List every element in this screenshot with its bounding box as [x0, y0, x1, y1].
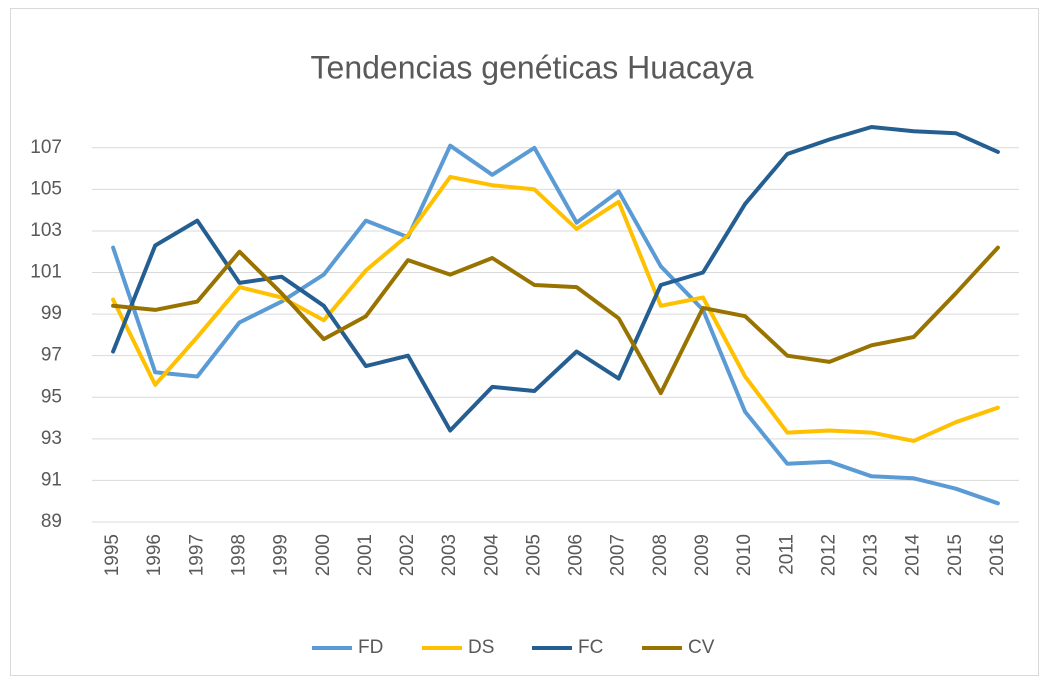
line-series: [111, 245, 1000, 396]
x-tick-label: 1996: [144, 534, 165, 576]
y-tick-label: 103: [30, 220, 62, 241]
line-series: [111, 143, 1000, 506]
y-tick-label: 101: [30, 262, 62, 283]
x-tick-label: 2005: [523, 534, 544, 576]
x-tick-label: 2001: [355, 534, 376, 576]
x-tick-label: 2000: [313, 534, 334, 576]
legend-label: FD: [358, 637, 383, 658]
y-tick-label: 89: [41, 511, 62, 532]
y-tick-label: 97: [41, 345, 62, 366]
x-tick-label: 2014: [903, 534, 924, 577]
x-tick-label: 2003: [439, 534, 460, 576]
x-tick-label: 2013: [861, 534, 882, 576]
x-tick-label: 1997: [186, 534, 207, 576]
x-tick-label: 1998: [228, 534, 249, 576]
x-tick-label: 2004: [481, 534, 502, 577]
legend-label: DS: [468, 637, 494, 658]
x-tick-label: 2007: [608, 534, 629, 576]
x-tick-label: 2011: [776, 534, 797, 575]
y-tick-label: 99: [41, 303, 62, 324]
x-tick-label: 2012: [818, 534, 839, 576]
x-tick-label: 2008: [650, 534, 671, 576]
y-tick-label: 95: [41, 386, 62, 407]
chart-title: Tendencias genéticas Huacaya: [311, 49, 754, 85]
y-tick-label: 91: [41, 469, 62, 490]
x-tick-label: 2006: [566, 534, 587, 576]
y-tick-label: 105: [30, 178, 62, 199]
chart-border: [10, 8, 1039, 676]
legend-label: FC: [578, 637, 603, 658]
x-tick-label: 2002: [397, 534, 418, 576]
y-tick-label: 107: [30, 137, 62, 158]
line-series: [111, 174, 1000, 443]
x-tick-label: 1995: [102, 534, 123, 576]
x-tick-label: 2010: [734, 534, 755, 576]
x-tick-label: 2015: [945, 534, 966, 576]
line-series: [111, 125, 1000, 433]
x-tick-label: 2016: [987, 534, 1008, 576]
x-tick-label: 1999: [271, 534, 292, 576]
x-tick-label: 2009: [692, 534, 713, 576]
y-tick-label: 93: [41, 428, 62, 449]
legend-label: CV: [688, 637, 715, 658]
